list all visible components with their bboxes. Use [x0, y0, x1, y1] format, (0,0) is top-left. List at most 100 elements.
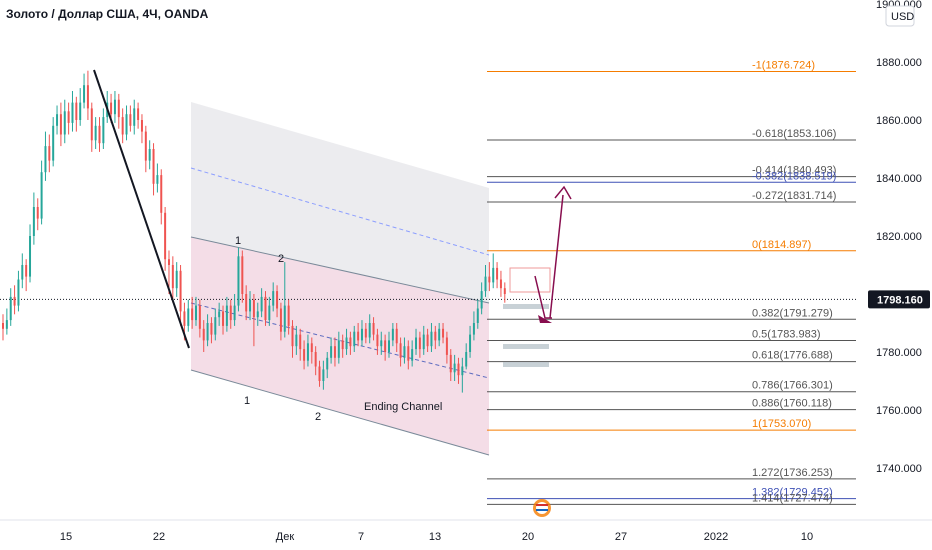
time-tick-label: 27	[615, 531, 627, 543]
candle-body	[272, 291, 275, 306]
candle-body	[152, 149, 155, 184]
us-flag-icon-inner	[536, 502, 548, 514]
candle-body	[222, 311, 225, 326]
us-flag-icon-stripe	[536, 504, 548, 506]
candle-body	[461, 366, 464, 376]
candle-body	[496, 267, 499, 280]
candle-body	[306, 343, 309, 361]
candle-body	[264, 296, 267, 321]
candle-body	[314, 352, 317, 367]
channel-upper-line	[190, 236, 490, 304]
candle-body	[183, 311, 186, 326]
lower-touch-label: 2	[315, 411, 321, 423]
price-tick-label: 1760.000	[876, 405, 922, 417]
candle-body	[67, 111, 70, 123]
candle-body	[295, 334, 298, 347]
candle-body	[218, 311, 221, 318]
fib-level-label: 0(1814.897)	[752, 239, 811, 251]
candle-body	[40, 172, 43, 219]
candle-body	[86, 85, 89, 109]
fib-level-label: -0.618(1853.106)	[752, 128, 836, 140]
candle-body	[472, 323, 475, 335]
candle-body	[276, 291, 279, 309]
candle-body	[167, 259, 170, 265]
candle-body	[299, 334, 302, 350]
candle-body	[5, 320, 8, 329]
candle-body	[465, 352, 468, 367]
candle-body	[71, 102, 74, 123]
candle-body	[110, 102, 113, 115]
candle-body	[252, 299, 255, 318]
impulse-wave-line	[93, 69, 190, 349]
candle-body	[407, 346, 410, 361]
candle-body	[13, 296, 16, 306]
candle-body	[160, 175, 163, 213]
candle-body	[326, 357, 329, 370]
lower-touch-label: 1	[244, 395, 250, 407]
candle-body	[148, 149, 151, 161]
candle-body	[499, 279, 502, 289]
candle-body	[426, 334, 429, 347]
candle-body	[241, 256, 244, 294]
candle-body	[445, 337, 448, 355]
candle-body	[388, 340, 390, 352]
candle-body	[140, 120, 143, 132]
price-tick-label: 1860.000	[876, 115, 922, 127]
arrow-up-path	[549, 194, 564, 319]
candle-body	[25, 265, 28, 277]
candle-body	[179, 270, 182, 312]
price-tick-label: 1880.000	[876, 57, 922, 69]
zone-box	[503, 362, 549, 367]
candle-body	[287, 305, 290, 326]
candle-body	[368, 323, 371, 338]
time-tick-label: 22	[153, 531, 165, 543]
candle-body	[52, 125, 55, 161]
candle-body	[237, 256, 240, 306]
upper-touch-label: 2	[278, 253, 284, 265]
candle-body	[63, 111, 66, 135]
candle-body	[283, 305, 286, 332]
candle-body	[164, 212, 167, 260]
candle-body	[79, 102, 82, 120]
candle-body	[333, 346, 336, 358]
candle-body	[353, 331, 356, 347]
arrow-up-head	[554, 185, 572, 200]
candle-body	[29, 236, 32, 277]
currency-badge[interactable]: USD	[891, 11, 914, 23]
candle-body	[268, 305, 271, 321]
candle-body	[457, 363, 460, 376]
time-axis[interactable]: 15 22 Дек 7 13 20 27 2022 10	[0, 519, 932, 543]
candle-body	[229, 305, 232, 321]
channel-mid-line	[190, 302, 490, 379]
candle-body	[256, 311, 259, 318]
candle-body	[310, 343, 313, 352]
candle-body	[484, 276, 487, 292]
candle-body	[113, 99, 116, 115]
price-axis[interactable]: 1900.000 USD 1740.0001760.0001780.000180…	[856, 0, 932, 520]
fib-level-label: -1(1876.724)	[752, 60, 815, 72]
candle-body	[318, 366, 321, 381]
candle-body	[56, 114, 59, 126]
candles-layer	[2, 70, 506, 393]
candle-body	[488, 276, 491, 283]
candle-body	[75, 102, 78, 120]
candle-body	[469, 334, 472, 352]
channel-upper-zone	[191, 102, 489, 303]
candle-body	[403, 346, 406, 358]
time-tick-label: Дек	[276, 531, 295, 543]
candle-body	[59, 114, 62, 135]
candle-body	[210, 323, 213, 335]
fib-level-label: 0.382(1791.279)	[752, 307, 833, 319]
candle-body	[171, 265, 174, 289]
candle-body	[430, 331, 433, 347]
arrow-down-path	[534, 275, 552, 319]
candle-body	[195, 305, 197, 321]
candle-body	[117, 99, 120, 118]
candle-body	[279, 308, 282, 332]
candle-body	[422, 334, 425, 350]
channel-label: Ending Channel	[364, 401, 442, 413]
candle-body	[418, 337, 421, 350]
drawings-layer	[93, 69, 572, 517]
candle-body	[372, 323, 375, 335]
